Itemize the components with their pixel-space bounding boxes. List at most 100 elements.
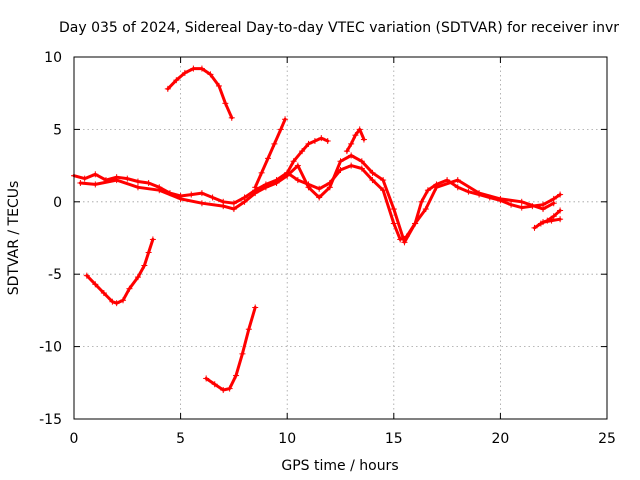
- data-point: [444, 177, 451, 184]
- data-point: [134, 184, 141, 191]
- series-trace: [85, 237, 155, 305]
- data-point: [181, 69, 188, 76]
- data-point: [230, 206, 237, 213]
- data-point: [209, 194, 216, 201]
- data-point: [548, 217, 555, 224]
- data-point: [92, 171, 99, 178]
- data-point: [141, 262, 148, 269]
- data-point: [198, 65, 205, 72]
- data-point: [316, 194, 323, 201]
- data-point: [508, 201, 515, 208]
- data-point: [245, 326, 252, 333]
- series-trace: [285, 136, 330, 175]
- series-trace: [72, 164, 562, 241]
- data-point: [81, 175, 88, 182]
- x-tick-label: 25: [598, 431, 616, 447]
- data-point: [156, 187, 163, 194]
- data-point: [239, 350, 246, 357]
- series-main-band-a: [71, 162, 564, 243]
- data-point: [226, 385, 233, 392]
- series-spike-rise-9h: [252, 116, 289, 191]
- series-main-band-b: [77, 152, 557, 246]
- series-arc-high: [164, 65, 235, 121]
- data-point: [145, 249, 152, 256]
- data-point: [380, 187, 387, 194]
- data-point: [352, 132, 359, 139]
- data-point: [134, 274, 141, 281]
- x-tick-label: 0: [70, 431, 79, 447]
- data-point: [173, 77, 180, 84]
- data-point: [412, 220, 419, 227]
- data-point: [369, 177, 376, 184]
- data-point: [550, 213, 557, 220]
- data-point: [369, 169, 376, 176]
- data-point: [126, 285, 133, 292]
- data-point: [220, 387, 227, 394]
- data-point: [203, 375, 210, 382]
- data-point: [177, 195, 184, 202]
- series-spike-13h: [343, 126, 367, 155]
- data-point: [294, 162, 301, 169]
- data-point: [284, 169, 291, 176]
- data-point: [294, 177, 301, 184]
- data-point: [424, 187, 431, 194]
- data-point: [113, 300, 120, 307]
- x-tick-label: 5: [176, 431, 185, 447]
- data-point: [326, 184, 333, 191]
- data-point: [230, 200, 237, 207]
- data-point: [252, 190, 259, 197]
- data-point: [109, 298, 116, 305]
- data-point: [207, 71, 214, 78]
- data-point: [348, 140, 355, 147]
- data-point: [358, 165, 365, 172]
- data-point: [277, 126, 284, 133]
- data-point: [305, 140, 312, 147]
- data-point: [282, 116, 289, 123]
- data-point: [531, 224, 538, 231]
- data-point: [454, 177, 461, 184]
- series-layer: [71, 65, 564, 394]
- data-point: [454, 184, 461, 191]
- data-point: [215, 82, 222, 89]
- data-point: [422, 206, 429, 213]
- data-point: [348, 162, 355, 169]
- series-trace: [253, 117, 287, 189]
- data-point: [318, 135, 325, 142]
- data-point: [100, 290, 107, 297]
- x-tick-label: 20: [491, 431, 509, 447]
- data-point: [228, 114, 235, 121]
- data-point: [198, 200, 205, 207]
- data-point: [337, 158, 344, 165]
- data-point: [252, 184, 259, 191]
- data-point: [518, 198, 525, 205]
- data-point: [92, 181, 99, 188]
- data-point: [134, 178, 141, 185]
- series-tail-22h-low: [540, 216, 564, 226]
- data-point: [222, 100, 229, 107]
- data-point: [380, 177, 387, 184]
- data-point: [190, 65, 197, 72]
- data-point: [476, 190, 483, 197]
- data-point: [77, 179, 84, 186]
- data-point: [311, 137, 318, 144]
- data-point: [113, 177, 120, 184]
- data-point: [120, 297, 127, 304]
- data-point: [316, 185, 323, 192]
- data-point: [124, 175, 131, 182]
- data-point: [233, 372, 240, 379]
- y-tick-label: 5: [53, 122, 62, 138]
- data-point: [557, 207, 564, 214]
- plot-frame: [73, 56, 608, 420]
- y-axis-label: SDTVAR / TECUs: [6, 181, 22, 296]
- data-point: [433, 184, 440, 191]
- data-point: [557, 191, 564, 198]
- data-point: [418, 198, 425, 205]
- data-point: [252, 304, 259, 311]
- chart-title: Day 035 of 2024, Sidereal Day-to-day VTE…: [59, 20, 619, 36]
- y-tick-label: -15: [39, 412, 62, 428]
- data-point: [241, 198, 248, 205]
- data-point: [145, 179, 152, 186]
- data-point: [220, 203, 227, 210]
- series-trace: [204, 306, 257, 392]
